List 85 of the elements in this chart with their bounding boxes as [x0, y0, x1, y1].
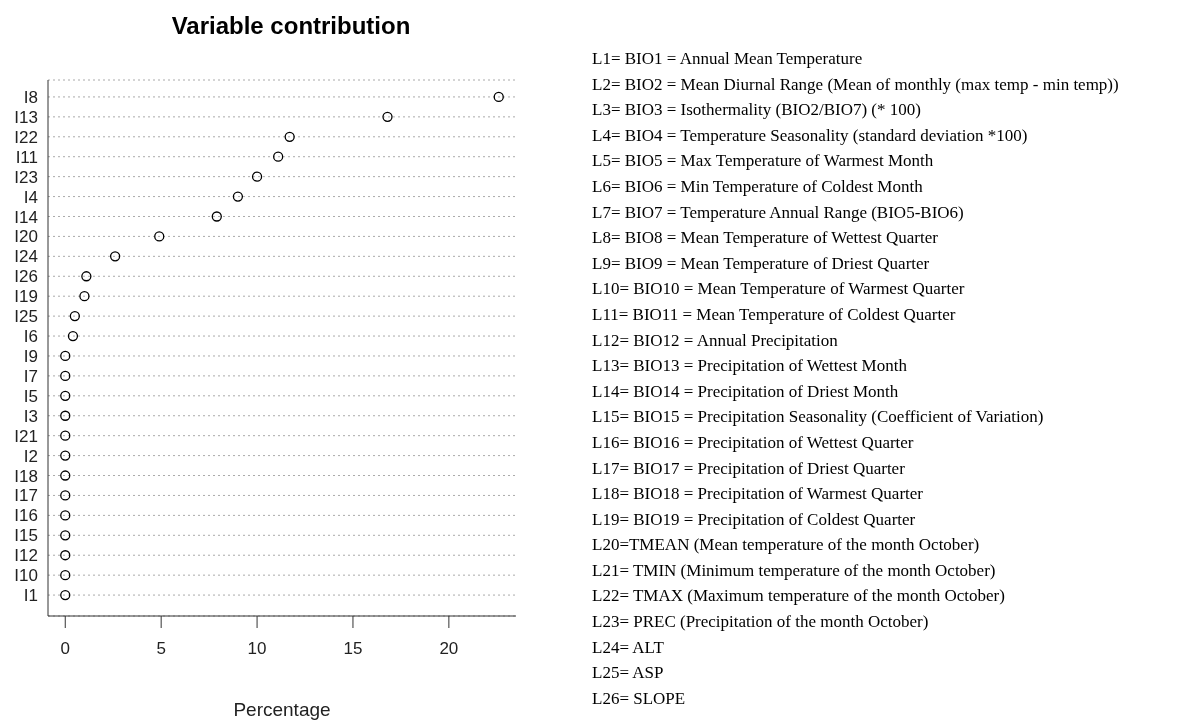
point: [60, 410, 71, 421]
point: [60, 530, 71, 541]
text: L15= BIO15 = Precipitation Seasonality (Coefficient of Variation): [592, 406, 1045, 429]
y-tick-label: I24: [14, 247, 38, 267]
y-tick-label: I8: [23, 87, 38, 107]
text: L7= BIO7 = Temperature Annual Range (BIO5-BIO6): [592, 201, 965, 224]
y-tick-label: I12: [14, 546, 38, 566]
text: L26= SLOPE: [592, 687, 687, 710]
point: [211, 211, 222, 222]
point: [284, 131, 295, 142]
text: L16= BIO16 = Precipitation of Wettest Quarter: [592, 431, 915, 454]
text: L2= BIO2 = Mean Diurnal Range (Mean of monthly (max temp - min temp)): [592, 73, 1119, 96]
y-tick-label: I4: [23, 187, 38, 207]
text: L10= BIO10 = Mean Temperature of Warmest Quarter: [592, 278, 966, 301]
point: [60, 450, 71, 461]
text: L18= BIO18 = Precipitation of Warmest Quarter: [592, 483, 924, 506]
text: L11= BIO11 = Mean Temperature of Coldest Quarter: [592, 303, 957, 326]
text: L19= BIO19 = Precipitation of Coldest Quarter: [592, 508, 917, 531]
point: [67, 330, 79, 342]
x-axis-title: Percentage: [233, 699, 331, 720]
point: [109, 251, 121, 262]
point: [154, 231, 165, 242]
y-tick-label: I18: [14, 466, 38, 486]
y-tick-label: I22: [14, 127, 38, 147]
y-tick-label: I26: [14, 267, 38, 287]
y-tick-label: I7: [23, 366, 38, 386]
y-tick-label: I19: [14, 287, 38, 307]
y-tick-label: I14: [14, 207, 38, 227]
text: L8= BIO8 = Mean Temperature of Wettest Quarter: [592, 227, 939, 250]
x-tick-label: 5: [156, 639, 166, 659]
y-tick-label: I11: [15, 147, 38, 167]
text: L5= BIO5 = Max Temperature of Warmest Month: [592, 150, 935, 173]
chart-title: Variable contribution: [170, 12, 412, 40]
y-tick-label: I21: [14, 426, 38, 446]
y-tick-label: I1: [23, 586, 38, 606]
point: [60, 570, 71, 581]
text: L25= ASP: [592, 662, 665, 685]
text: L24= ALT: [592, 636, 665, 659]
point: [273, 151, 284, 162]
point: [69, 310, 80, 322]
x-tick-label: 0: [60, 639, 70, 659]
y-tick-label: I25: [14, 307, 38, 327]
text: L22= TMAX (Maximum temperature of the month October): [592, 585, 1006, 608]
point: [493, 91, 504, 103]
point: [81, 271, 92, 282]
text: L12= BIO12 = Annual Precipitation: [592, 329, 839, 352]
y-tick-label: I20: [14, 227, 38, 247]
text: L20=TMEAN (Mean temperature of the month October): [592, 534, 981, 557]
y-tick-label: I10: [14, 566, 38, 586]
text: L3= BIO3 = Isothermality (BIO2/BIO7) (* 100): [592, 99, 922, 122]
point: [60, 390, 71, 401]
y-tick-label: I3: [23, 406, 38, 426]
text: L23= PREC (Precipitation of the month October): [592, 611, 930, 634]
y-tick-label: I23: [14, 167, 38, 187]
y-tick-label: I16: [14, 506, 38, 526]
point: [79, 291, 90, 302]
text: L6= BIO6 = Min Temperature of Coldest Month: [592, 175, 924, 198]
x-tick-label: 10: [247, 639, 267, 659]
point: [382, 111, 393, 123]
text: L21= TMIN (Minimum temperature of the month October): [592, 559, 997, 582]
x-tick-label: 20: [439, 639, 459, 659]
text: L4= BIO4 = Temperature Seasonality (standard deviation *100): [592, 124, 1029, 147]
text: L13= BIO13 = Precipitation of Wettest Month: [592, 355, 908, 378]
y-tick-label: I9: [23, 347, 38, 367]
text: L17= BIO17 = Precipitation of Driest Quarter: [592, 457, 906, 480]
y-tick-label: I17: [14, 486, 38, 506]
point: [60, 490, 71, 501]
x-tick-label: 15: [343, 639, 363, 659]
point: [251, 171, 263, 182]
point: [60, 370, 71, 382]
y-tick-label: I5: [23, 386, 38, 406]
y-tick-label: I13: [14, 107, 38, 127]
text: L14= BIO14 = Precipitation of Driest Month: [592, 380, 900, 403]
y-tick-label: I15: [14, 526, 38, 546]
point: [60, 350, 71, 362]
text: L1= BIO1 = Annual Mean Temperature: [592, 48, 864, 70]
y-tick-label: I6: [23, 327, 38, 347]
point: [60, 589, 71, 601]
point: [60, 510, 71, 521]
point: [232, 191, 244, 202]
point: [60, 430, 71, 441]
text: L9= BIO9 = Mean Temperature of Driest Quarter: [592, 252, 931, 275]
point: [60, 470, 71, 481]
point: [60, 550, 71, 561]
y-tick-label: I2: [23, 446, 38, 466]
